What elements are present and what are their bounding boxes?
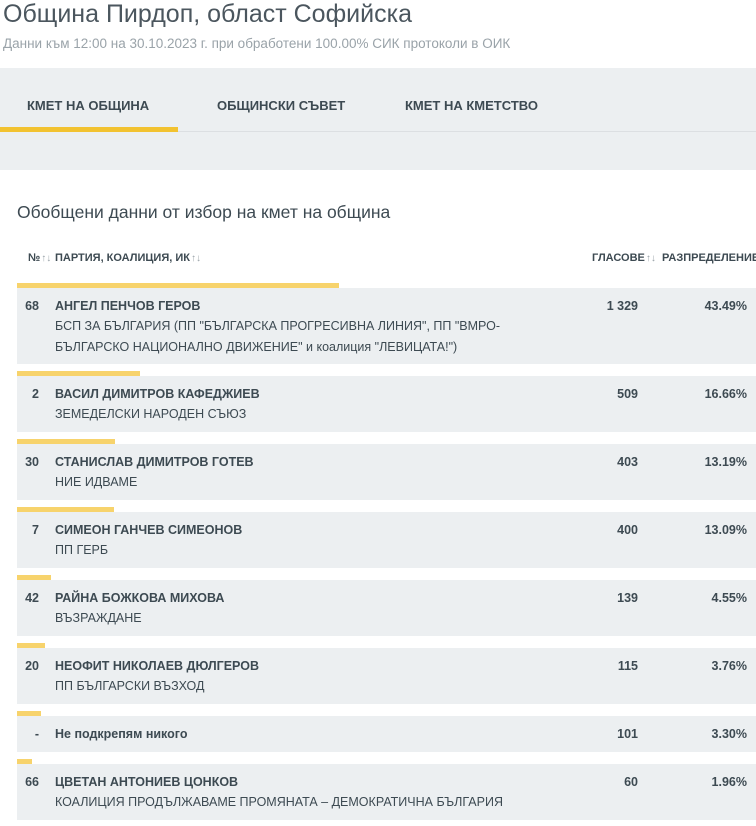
party-name: БСП ЗА БЪЛГАРИЯ (ПП "БЪЛГАРСКА ПРОГРЕСИВ… — [55, 319, 500, 354]
table-row[interactable]: 68 АНГЕЛ ПЕНЧОВ ГЕРОВ БСП ЗА БЪЛГАРИЯ (П… — [17, 288, 756, 364]
votes-count: 403 — [617, 455, 638, 469]
candidate-name: Не подкрепям никого — [55, 727, 188, 741]
sort-icon: ↑↓ — [645, 253, 656, 264]
candidate-name: НЕОФИТ НИКОЛАЕВ ДЮЛГЕРОВ — [55, 659, 259, 673]
column-header-votes-label: ГЛАСОВЕ — [592, 252, 645, 264]
vote-share: 13.19% — [704, 455, 747, 469]
table-row[interactable]: 66 ЦВЕТАН АНТОНИЕВ ЦОНКОВ КОАЛИЦИЯ ПРОДЪ… — [17, 764, 756, 820]
party-name: НИЕ ИДВАМЕ — [55, 475, 138, 489]
votes-count: 139 — [617, 591, 638, 605]
share-bar — [17, 759, 32, 764]
tab-divider — [0, 131, 756, 132]
column-header-distribution[interactable]: РАЗПРЕДЕЛЕНИЕ↑↓ — [662, 252, 756, 264]
vote-share: 3.76% — [711, 659, 747, 673]
vote-share: 1.96% — [711, 775, 747, 789]
table-row[interactable]: - Не подкрепям никого 101 3.30% — [17, 716, 756, 752]
vote-share: 4.55% — [711, 591, 747, 605]
column-header-number-label: № — [28, 252, 41, 264]
candidate-name: ЦВЕТАН АНТОНИЕВ ЦОНКОВ — [55, 775, 239, 789]
party-name: ВЪЗРАЖДАНЕ — [55, 611, 142, 625]
tab-mayor-municipality[interactable]: КМЕТ НА ОБЩИНА — [27, 98, 150, 113]
tab-mayor-town-hall[interactable]: КМЕТ НА КМЕТСТВО — [405, 98, 538, 113]
votes-count: 400 — [617, 523, 638, 537]
column-header-party-label: ПАРТИЯ, КОАЛИЦИЯ, ИК — [55, 252, 190, 264]
party-name: ЗЕМЕДЕЛСКИ НАРОДЕН СЪЮЗ — [55, 407, 247, 421]
vote-share: 16.66% — [704, 387, 747, 401]
party-name: ПП БЪЛГАРСКИ ВЪЗХОД — [55, 679, 205, 693]
share-bar — [17, 507, 114, 512]
vote-share: 3.30% — [711, 727, 747, 741]
page-subtitle: Данни към 12:00 на 30.10.2023 г. при обр… — [3, 36, 511, 51]
share-bar — [17, 711, 42, 716]
share-bar — [17, 439, 115, 444]
candidate-number: 7 — [32, 523, 39, 537]
column-header-party[interactable]: ПАРТИЯ, КОАЛИЦИЯ, ИК↑↓ — [55, 252, 201, 264]
candidate-number: 66 — [25, 775, 39, 789]
vote-share: 13.09% — [704, 523, 747, 537]
table-row[interactable]: 20 НЕОФИТ НИКОЛАЕВ ДЮЛГЕРОВ ПП БЪЛГАРСКИ… — [17, 648, 756, 704]
active-tab-indicator — [0, 127, 178, 132]
share-bar — [17, 575, 51, 580]
page-title: Община Пирдоп, област Софийска — [3, 0, 412, 28]
party-name: ПП ГЕРБ — [55, 543, 109, 557]
candidate-number: 30 — [25, 455, 39, 469]
candidate-name: АНГЕЛ ПЕНЧОВ ГЕРОВ — [55, 299, 201, 313]
candidate-name: РАЙНА БОЖКОВА МИХОВА — [55, 591, 225, 605]
candidate-number: 20 — [25, 659, 39, 673]
tab-municipal-council[interactable]: ОБЩИНСКИ СЪВЕТ — [217, 98, 346, 113]
share-bar — [17, 283, 339, 288]
column-header-votes[interactable]: ГЛАСОВЕ↑↓ — [592, 252, 656, 264]
candidate-name: СТАНИСЛАВ ДИМИТРОВ ГОТЕВ — [55, 455, 254, 469]
table-row[interactable]: 42 РАЙНА БОЖКОВА МИХОВА ВЪЗРАЖДАНЕ 139 4… — [17, 580, 756, 636]
candidate-number: - — [34, 727, 39, 741]
share-bar — [17, 643, 45, 648]
candidate-number: 42 — [25, 591, 39, 605]
column-header-number[interactable]: №↑↓ — [28, 252, 51, 264]
candidate-number: 2 — [32, 387, 39, 401]
candidate-name: СИМЕОН ГАНЧЕВ СИМЕОНОВ — [55, 523, 243, 537]
column-header-distribution-label: РАЗПРЕДЕЛЕНИЕ — [662, 252, 756, 264]
tabs-band — [0, 68, 756, 170]
sort-icon: ↑↓ — [41, 253, 52, 264]
share-bar — [17, 371, 141, 376]
votes-count: 115 — [617, 659, 638, 673]
votes-count: 1 329 — [606, 299, 638, 313]
candidate-number: 68 — [25, 299, 39, 313]
candidate-name: ВАСИЛ ДИМИТРОВ КАФЕДЖИЕВ — [55, 387, 260, 401]
section-title: Обобщени данни от избор на кмет на общин… — [17, 202, 391, 222]
table-row[interactable]: 7 СИМЕОН ГАНЧЕВ СИМЕОНОВ ПП ГЕРБ 400 13.… — [17, 512, 756, 568]
party-name: КОАЛИЦИЯ ПРОДЪЛЖАВАМЕ ПРОМЯНАТА – ДЕМОКР… — [55, 795, 503, 809]
votes-count: 60 — [624, 775, 638, 789]
table-row[interactable]: 30 СТАНИСЛАВ ДИМИТРОВ ГОТЕВ НИЕ ИДВАМЕ 4… — [17, 444, 756, 500]
table-row[interactable]: 2 ВАСИЛ ДИМИТРОВ КАФЕДЖИЕВ ЗЕМЕДЕЛСКИ НА… — [17, 376, 756, 432]
votes-count: 101 — [617, 727, 638, 741]
vote-share: 43.49% — [704, 299, 747, 313]
sort-icon: ↑↓ — [190, 253, 201, 264]
votes-count: 509 — [617, 387, 638, 401]
